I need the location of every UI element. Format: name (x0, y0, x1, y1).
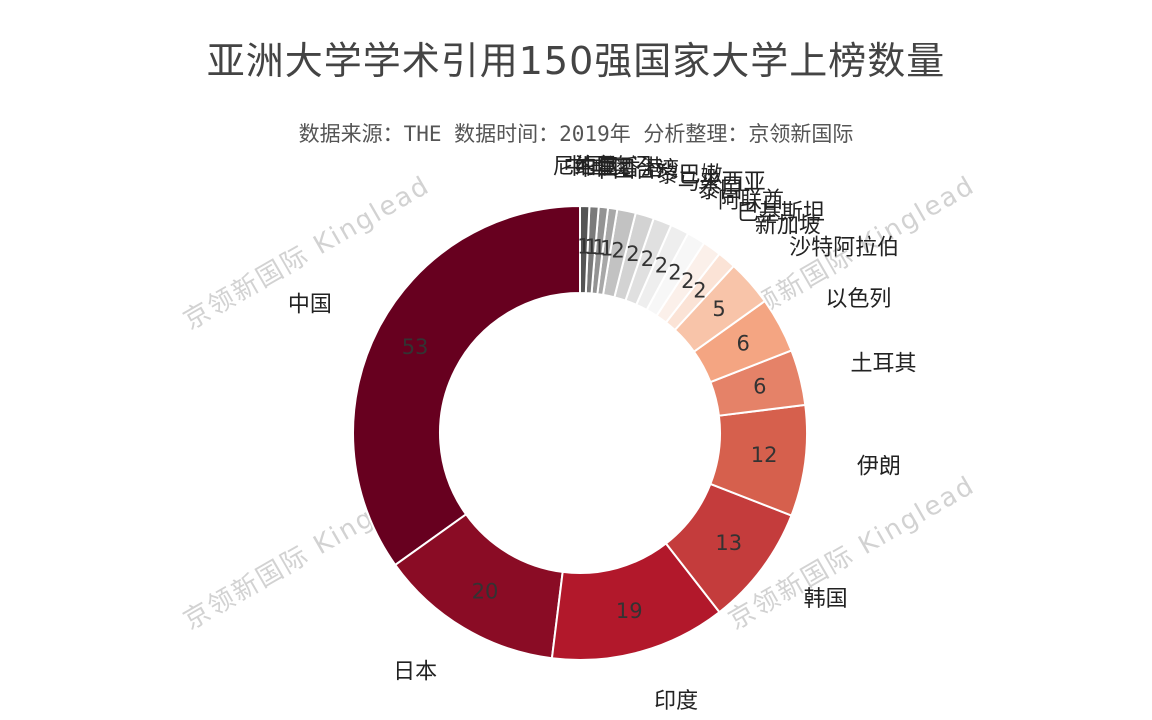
chart-title: 亚洲大学学术引用150强国家大学上榜数量 (206, 39, 946, 83)
value-label: 1 (600, 236, 613, 260)
category-label: 韩国 (804, 587, 848, 612)
value-label: 2 (681, 269, 694, 293)
category-label: 日本 (393, 660, 437, 685)
category-label: 马来西亚 (678, 170, 766, 195)
value-label: 20 (472, 579, 499, 603)
category-label: 以色列 (825, 287, 891, 312)
category-label: 阿联酋 (718, 188, 784, 213)
category-label: 新加坡 (755, 214, 821, 239)
category-label: 伊朗 (857, 455, 901, 480)
value-label: 53 (402, 335, 429, 359)
category-label: 中国澳门 (563, 155, 651, 180)
slice-layer (352, 204, 808, 661)
value-label: 6 (753, 374, 766, 398)
value-label: 1 (577, 235, 590, 259)
category-label: 黎巴嫩 (656, 163, 722, 188)
value-label: 2 (668, 261, 681, 285)
category-label: 印度 (654, 689, 698, 714)
category-label: 中国台湾 (591, 158, 679, 183)
category-label: 尼泊尔 (552, 155, 618, 180)
value-label: 19 (616, 599, 643, 623)
category-label: 巴基斯坦 (737, 200, 825, 225)
category-label: 中国香港 (574, 156, 662, 181)
category-label: 泰国 (698, 178, 742, 203)
category-label: 土耳其 (850, 352, 916, 377)
category-label: 中国 (288, 292, 332, 317)
value-label: 13 (715, 531, 742, 555)
value-label: 2 (626, 242, 639, 266)
value-label: 5 (712, 297, 725, 321)
value-label: 12 (751, 443, 778, 467)
category-label: 沙特阿拉伯 (789, 235, 899, 260)
value-label: 1 (592, 235, 605, 259)
value-label: 6 (736, 332, 749, 356)
value-label: 2 (693, 278, 706, 302)
chart-subtitle: 数据来源：THE 数据时间：2019年 分析整理：京领新国际 (298, 122, 854, 146)
value-label: 2 (611, 238, 624, 262)
category-label: 约旦 (574, 155, 618, 180)
value-label: 2 (655, 253, 668, 277)
value-label: 1 (585, 235, 598, 259)
slice-中国[interactable] (352, 204, 581, 567)
value-label: 2 (641, 247, 654, 271)
slice-尼泊尔[interactable] (579, 204, 591, 295)
